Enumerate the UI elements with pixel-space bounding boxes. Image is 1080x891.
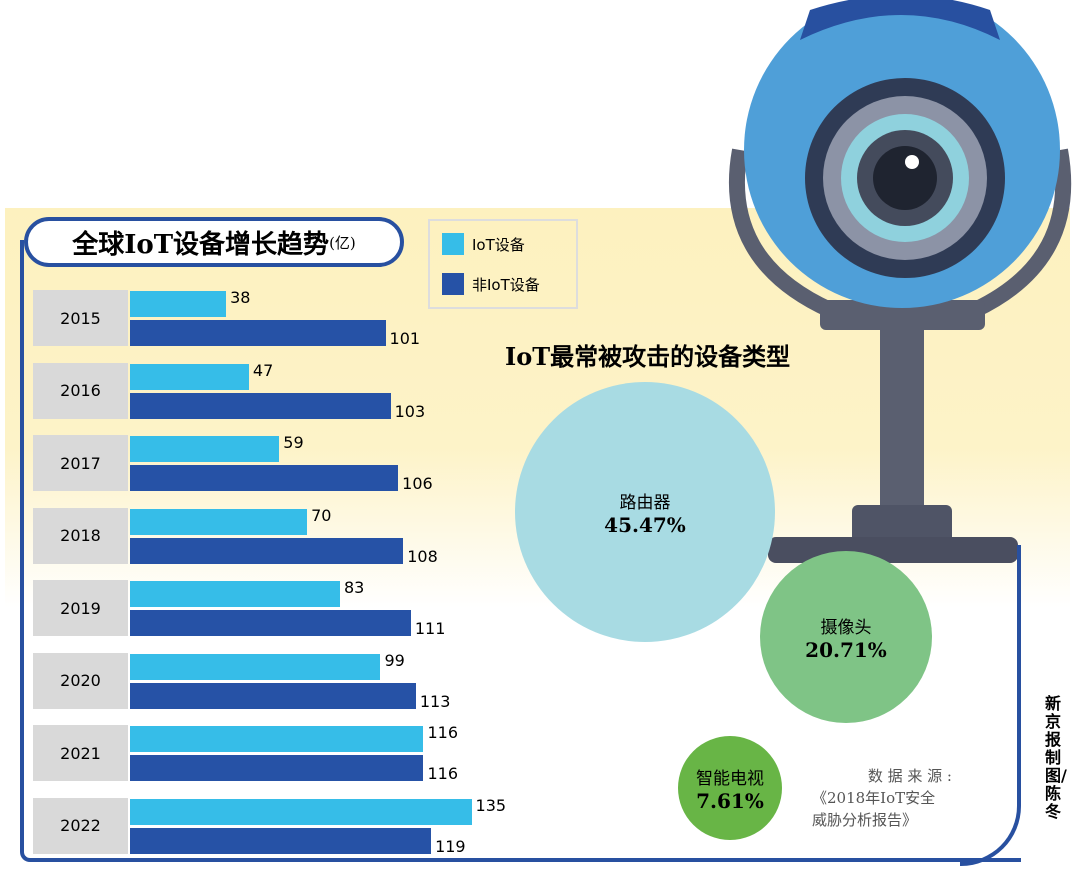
stand-base-top xyxy=(852,505,952,545)
non-iot-value-2017: 106 xyxy=(402,474,433,493)
iot-bar-2021 xyxy=(130,726,424,752)
legend-item-iot: IoT设备 xyxy=(442,233,525,255)
non-iot-value-2022: 119 xyxy=(435,836,466,856)
iot-value-2018: 70 xyxy=(311,505,332,525)
non-iot-value-2020: 113 xyxy=(419,691,451,711)
iot-bar-2016 xyxy=(130,363,249,390)
iot-bar-2020 xyxy=(130,653,381,680)
iot-value-2022: 135 xyxy=(475,795,507,815)
non-iot-bar-2015 xyxy=(130,320,386,346)
non-iot-bar-2020 xyxy=(130,682,416,709)
iot-value-2016: 47 xyxy=(252,360,274,380)
iot-bar-2015 xyxy=(130,291,227,317)
year-label-2021: 2021 xyxy=(33,725,128,781)
iot-bar-2018 xyxy=(130,508,308,535)
iot-bar-2022 xyxy=(130,798,472,825)
iot-value-2020: 99 xyxy=(384,650,405,670)
year-label-2017: 2017 xyxy=(33,435,128,491)
non-iot-bar-2016 xyxy=(130,392,391,419)
year-label-2019: 2019 xyxy=(33,580,128,636)
non-iot-value-2015: 101 xyxy=(389,329,421,348)
year-label-2015: 2015 xyxy=(33,290,128,346)
bubble-camera: 摄像头 20.71% xyxy=(760,551,932,723)
chart-frame xyxy=(20,240,1021,862)
bubble-smart-tv: 智能电视 7.61% xyxy=(678,736,782,840)
year-label-2020: 2020 xyxy=(33,652,128,709)
legend: IoT设备 非IoT设备 xyxy=(428,219,578,309)
bubble-chart-title: IoT最常被攻击的设备类型 xyxy=(505,342,791,371)
iot-value-2021: 116 xyxy=(427,723,459,742)
non-iot-value-2019: 111 xyxy=(414,619,446,638)
non-iot-bar-2019 xyxy=(130,610,411,636)
bubble-router: 路由器 45.47% xyxy=(515,382,775,642)
bar-chart-title: 全球IoT设备增长趋势 (亿) xyxy=(24,217,404,267)
year-label-2022: 2022 xyxy=(33,797,128,854)
iot-value-2015: 38 xyxy=(230,288,251,307)
iot-bar-2017 xyxy=(130,436,280,462)
iot-value-2019: 83 xyxy=(343,578,365,597)
data-source: 数 据 来 源 : 《2018年IoT安全 威胁分析报告》 xyxy=(812,767,952,829)
credit: 新京报制图/陈冬 xyxy=(1045,694,1067,821)
non-iot-bar-2022 xyxy=(130,827,432,854)
iot-value-2017: 59 xyxy=(283,433,304,452)
non-iot-value-2016: 103 xyxy=(394,401,426,421)
non-iot-bar-2018 xyxy=(130,537,404,564)
year-label-2016: 2016 xyxy=(33,362,128,419)
non-iot-bar-2021 xyxy=(130,755,424,781)
non-iot-bar-2017 xyxy=(130,465,399,491)
chart-frame-corner xyxy=(960,545,1021,866)
non-iot-value-2018: 108 xyxy=(407,546,438,566)
legend-item-non-iot: 非IoT设备 xyxy=(442,273,540,295)
stand-pole xyxy=(880,300,924,530)
non-iot-value-2021: 116 xyxy=(427,764,459,783)
iot-bar-2019 xyxy=(130,581,340,607)
year-label-2018: 2018 xyxy=(33,507,128,564)
